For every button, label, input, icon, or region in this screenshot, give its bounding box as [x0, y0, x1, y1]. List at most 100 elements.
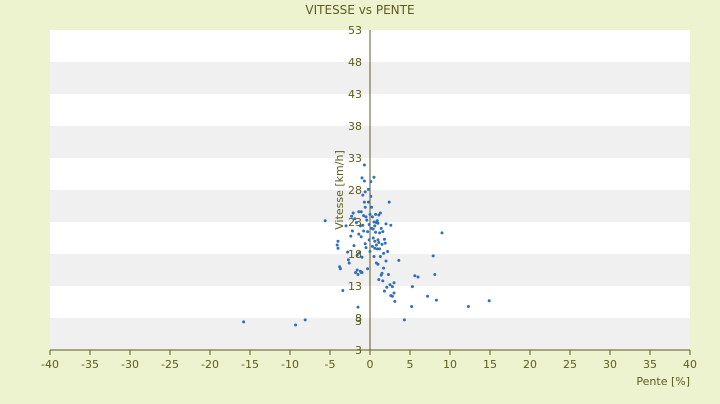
data-point — [303, 318, 307, 322]
data-point — [335, 243, 339, 247]
data-point — [323, 219, 327, 223]
x-tick-label: -40 — [41, 358, 59, 371]
y-tick-label: 38 — [348, 120, 362, 133]
data-point — [410, 285, 414, 289]
data-point — [356, 272, 360, 276]
data-point — [374, 212, 378, 216]
data-point — [384, 259, 388, 263]
data-point — [373, 239, 377, 243]
data-point — [376, 262, 380, 266]
data-point — [359, 235, 363, 239]
data-point — [372, 175, 376, 179]
data-point — [366, 267, 370, 271]
data-point — [369, 194, 373, 198]
data-point — [376, 238, 380, 242]
x-tick-label: -25 — [161, 358, 179, 371]
data-point — [416, 275, 420, 279]
data-point — [360, 271, 364, 275]
x-tick-label: 20 — [523, 358, 537, 371]
data-point — [381, 279, 385, 283]
data-point — [393, 299, 397, 303]
data-point — [349, 234, 353, 238]
x-tick-label: 15 — [483, 358, 497, 371]
data-point — [378, 211, 382, 215]
data-point — [336, 246, 340, 250]
data-point — [242, 320, 246, 324]
x-tick-label: -30 — [121, 358, 139, 371]
data-point — [358, 251, 362, 255]
data-point — [377, 278, 381, 282]
data-point — [341, 288, 345, 292]
data-point — [389, 223, 393, 227]
data-point — [386, 249, 390, 253]
data-point — [354, 271, 358, 275]
data-point — [382, 237, 386, 241]
data-point — [373, 224, 377, 228]
data-point — [366, 187, 370, 191]
data-point — [379, 226, 383, 230]
data-point — [350, 214, 354, 218]
data-point — [376, 221, 380, 225]
data-point — [350, 229, 354, 233]
data-point — [352, 244, 356, 248]
data-point — [387, 200, 391, 204]
data-point — [413, 274, 417, 278]
data-point — [374, 230, 378, 234]
data-point — [434, 298, 438, 302]
y-tick-label: 13 — [348, 280, 362, 293]
data-point — [433, 272, 437, 276]
data-point — [382, 289, 386, 293]
x-tick-label: 5 — [407, 358, 414, 371]
data-point — [440, 231, 444, 235]
data-point — [359, 210, 363, 214]
y-tick-label: 23 — [348, 216, 362, 229]
data-point — [377, 240, 381, 244]
y-tick-label: 53 — [348, 24, 362, 37]
data-point — [351, 211, 355, 215]
data-point — [362, 163, 366, 167]
data-point — [388, 283, 392, 287]
data-point — [402, 318, 406, 322]
data-point — [362, 200, 366, 204]
data-point — [466, 304, 470, 308]
data-point — [375, 219, 379, 223]
x-tick-label: -35 — [81, 358, 99, 371]
data-point — [367, 238, 371, 242]
x-tick-label: 10 — [443, 358, 457, 371]
data-point — [372, 255, 376, 259]
data-point — [390, 285, 394, 289]
data-point — [354, 221, 358, 225]
data-point — [365, 218, 369, 222]
data-point — [362, 229, 366, 233]
data-point — [371, 236, 375, 240]
data-point — [360, 176, 364, 180]
data-point — [363, 190, 367, 194]
x-tick-label: 35 — [643, 358, 657, 371]
x-tick-label: -10 — [281, 358, 299, 371]
data-point — [366, 230, 370, 234]
x-axis-label: Pente [%] — [636, 375, 690, 388]
data-point — [382, 251, 386, 255]
data-point — [367, 223, 371, 227]
data-point — [347, 261, 351, 265]
data-point — [357, 210, 361, 214]
data-point — [370, 205, 374, 209]
data-point — [397, 258, 401, 262]
data-point — [392, 281, 396, 285]
data-point — [360, 255, 364, 259]
data-point — [410, 304, 414, 308]
y-tick-label: 33 — [348, 152, 362, 165]
x-tick-label: -5 — [325, 358, 336, 371]
data-point — [346, 258, 350, 262]
data-point — [370, 215, 374, 219]
y-tick-label: 43 — [348, 88, 362, 101]
data-point — [356, 305, 360, 309]
y-tick-label: 48 — [348, 56, 362, 69]
data-point — [380, 242, 384, 246]
data-point — [392, 291, 396, 295]
data-point — [383, 241, 387, 245]
y-axis-label: Vitesse [km/h] — [333, 150, 346, 230]
axes — [49, 30, 691, 355]
